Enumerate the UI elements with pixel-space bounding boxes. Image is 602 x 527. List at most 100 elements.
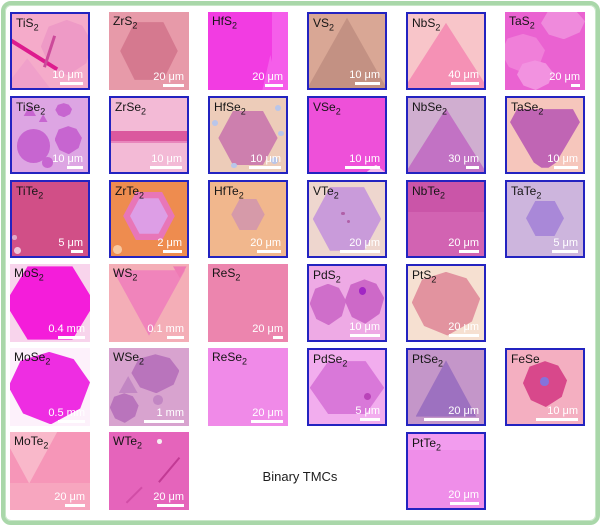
crystal-shape [109, 393, 139, 423]
tile-label: TiS2 [16, 16, 39, 33]
tile-label: WTe2 [113, 434, 143, 451]
scale-bar: 10 μm [547, 153, 578, 169]
scale-bar-line [360, 418, 380, 421]
tile-label: MoTe2 [14, 434, 49, 451]
scale-text: 20 μm [252, 71, 283, 83]
crystal-shape [526, 200, 564, 237]
tile-PdSe2: PdSe2 5 μm [307, 348, 387, 426]
tile-TiS2: TiS2 10 μm [10, 12, 90, 90]
tile-label: NbSe2 [412, 100, 448, 117]
scale-bar: 20 μm [54, 491, 85, 507]
scale-text: 20 μm [448, 237, 479, 249]
scale-text: 10 μm [349, 69, 380, 81]
crystal-shape [344, 279, 385, 324]
scale-bar: 20 μm [252, 323, 283, 339]
crystal-shape [347, 220, 351, 224]
tile-label: ZrSe2 [115, 100, 147, 117]
tile-ZrTe2: ZrTe2 2 μm [109, 180, 189, 258]
crystal-shape [309, 283, 347, 326]
scale-bar-line [552, 250, 578, 253]
scale-text: 10 μm [547, 405, 578, 417]
scale-bar-line [60, 82, 83, 85]
crystal-shape [42, 157, 54, 168]
scale-bar-line [58, 336, 85, 339]
crystal-shape [270, 157, 278, 164]
scale-bar-line [451, 82, 479, 85]
tile-PtSe2: PtSe2 20 μm [406, 348, 486, 426]
crystal-shape [517, 60, 553, 90]
tile-label: VTe2 [313, 184, 339, 201]
scale-text: 1 mm [156, 407, 185, 419]
scale-bar-line [167, 336, 184, 339]
scale-bar: 10 μm [345, 153, 380, 169]
tile-label: NbS2 [412, 16, 441, 33]
tile-label: PtS2 [412, 268, 437, 285]
scale-text: 20 μm [153, 71, 184, 83]
scale-bar: 10 μm [52, 153, 83, 169]
crystal-shape [540, 377, 549, 387]
tile-HfTe2: HfTe2 20 μm [208, 180, 288, 258]
scale-bar-line [65, 504, 85, 507]
scale-bar: 10 μm [150, 153, 182, 169]
scale-bar: 5 μm [552, 237, 578, 253]
tile-WTe2: WTe2 20 μm [109, 432, 189, 510]
tile-VTe2: VTe2 20 μm [307, 180, 387, 258]
tile-label: HfS2 [212, 14, 238, 31]
scale-bar: 1 mm [144, 407, 184, 423]
scale-bar: 20 μm [448, 321, 479, 337]
tile-label: TaS2 [509, 14, 535, 31]
crystal-shape [10, 266, 90, 340]
scale-bar-line [350, 334, 380, 337]
tile-label: HfTe2 [214, 184, 244, 201]
crystal-shape [275, 105, 282, 112]
tile-label: VS2 [313, 16, 335, 33]
scale-bar: 20 μm [549, 71, 580, 87]
crystal-shape [23, 105, 37, 117]
scale-text: 5 μm [553, 237, 578, 249]
tile-NbSe2: NbSe2 30 μm [406, 96, 486, 174]
tile-MoTe2: MoTe2 20 μm [10, 432, 90, 510]
scale-bar: 20 μm [250, 237, 281, 253]
scale-bar-line [157, 504, 184, 507]
scale-bar: 20 μm [153, 491, 184, 507]
tile-label: PtSe2 [412, 352, 444, 369]
tile-MoSe2: MoSe2 0.5 mm [10, 348, 90, 426]
tile-label: ReS2 [212, 266, 241, 283]
scale-bar-line [163, 84, 184, 87]
crystal-shape [12, 235, 17, 240]
crystal-shape [38, 114, 48, 123]
crystal-shape [272, 12, 288, 90]
crystal-shape [309, 361, 385, 415]
scale-bar-line [71, 250, 83, 253]
tile-PdS2: PdS2 10 μm [307, 264, 387, 342]
scale-text: 20 μm [252, 323, 283, 335]
scale-bar: 20 μm [448, 489, 479, 505]
tile-label: TaTe2 [511, 184, 542, 201]
tile-MoS2: MoS2 0.4 mm [10, 264, 90, 342]
scale-text: 10 μm [250, 153, 281, 165]
scale-text: 20 μm [252, 407, 283, 419]
tile-label: MoSe2 [14, 350, 51, 367]
tile-ReS2: ReS2 20 μm [208, 264, 288, 342]
crystal-shape [359, 287, 366, 295]
crystal-shape [408, 434, 484, 451]
tile-PtTe2: PtTe2 20 μm [406, 432, 486, 510]
tile-label: TiSe2 [16, 100, 46, 117]
tile-label: WSe2 [113, 350, 145, 367]
scale-bar-line [424, 418, 479, 421]
scale-bar-line [144, 420, 184, 423]
scale-text: 20 μm [349, 237, 380, 249]
tile-label: PtTe2 [412, 436, 442, 453]
scale-bar: 5 μm [58, 237, 83, 253]
scale-text: 20 μm [549, 71, 580, 83]
scale-bar: 0.1 mm [147, 323, 184, 339]
crystal-shape [111, 140, 187, 144]
crystal-shape [14, 247, 22, 254]
scale-bar-line [459, 250, 479, 253]
tile-label: VSe2 [313, 100, 341, 117]
tile-NbTe2: NbTe2 20 μm [406, 180, 486, 258]
scale-bar-line [67, 166, 83, 169]
scale-bar-line [345, 166, 380, 169]
